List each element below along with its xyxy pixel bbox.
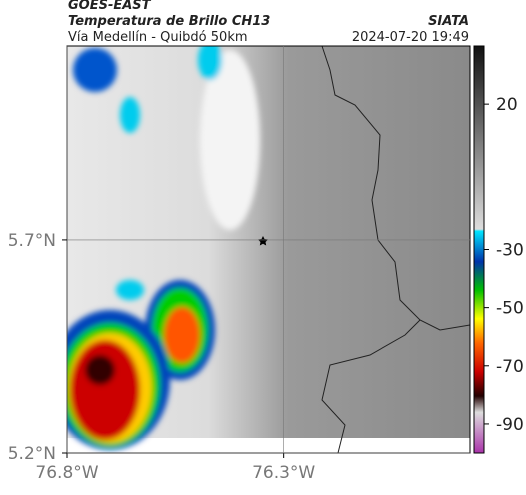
colorbar-tick-label: -50 [496, 299, 524, 319]
product: Temperatura de Brillo CH13 [68, 14, 270, 29]
satellite-image [67, 46, 470, 453]
x-tick-label: 76.3°W [252, 463, 315, 483]
y-tick-label: 5.7°N [8, 231, 56, 251]
colorbar-tick-label: -90 [496, 415, 524, 435]
axes: 76.8°W 76.3°W 5.2°N 5.7°N 20 -30 -50 -70 -90 [8, 46, 524, 483]
colorbar-tick-label: 20 [496, 95, 518, 115]
agency: SIATA [428, 14, 469, 29]
colorbar-tick-label: -30 [496, 241, 524, 261]
location-marker [258, 236, 268, 246]
source: GOES-EAST [68, 0, 152, 13]
timestamp: 2024-07-20 19:49 [352, 30, 469, 45]
colorbar [473, 45, 485, 454]
route: Vía Medellín - Quibdó 50km [68, 30, 248, 45]
y-tick-label: 5.2°N [8, 444, 56, 464]
colorbar-tick-label: -70 [496, 357, 524, 377]
x-tick-label: 76.8°W [35, 463, 98, 483]
